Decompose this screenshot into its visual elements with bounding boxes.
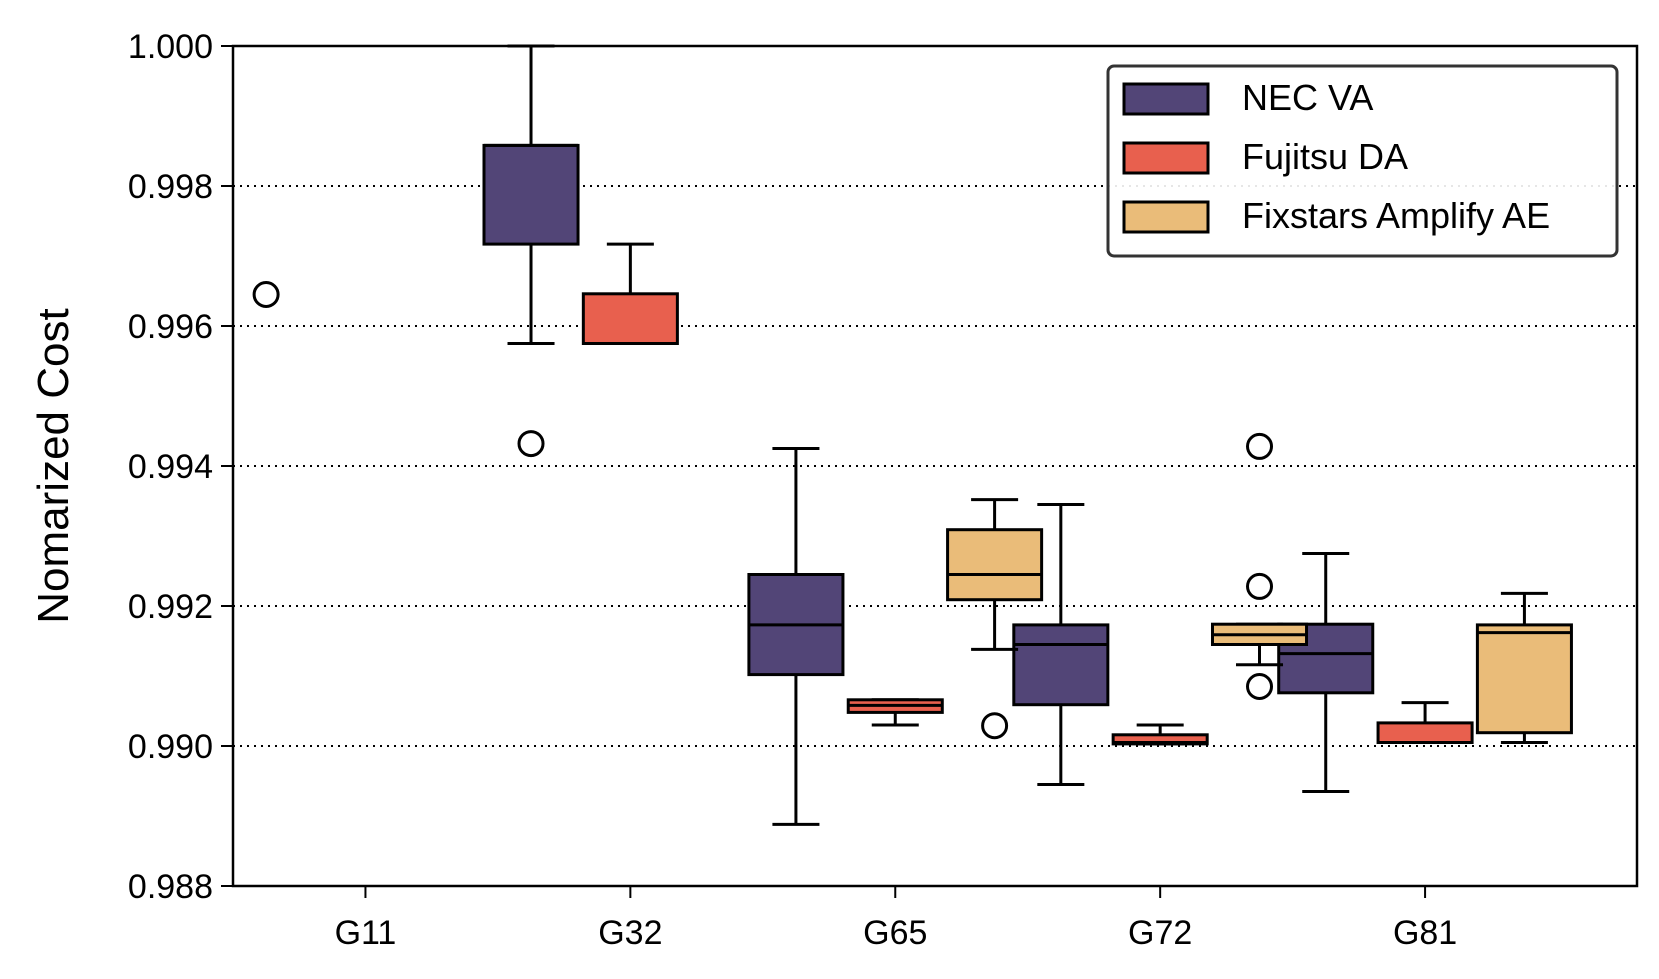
x-tick-label: G65 (863, 914, 927, 952)
y-axis-label: Nomarized Cost (29, 308, 78, 623)
y-tick-label: 0.988 (128, 868, 213, 906)
axes: 0.988 0.990 0.992 0.994 0.996 0.998 1.000 G11 G3… (128, 28, 1639, 952)
box-g81 (1376, 721, 1474, 745)
x-tick-label: G32 (598, 914, 662, 952)
boxes (252, 44, 1573, 826)
y-tick-label: 0.994 (128, 448, 213, 486)
box-g32 (482, 143, 580, 246)
y-tick-label: 0.990 (128, 728, 213, 766)
legend-swatch (1122, 141, 1210, 175)
y-tick-label: 0.992 (128, 588, 213, 626)
box-g65 (946, 528, 1044, 602)
box-g81 (1475, 623, 1573, 735)
gridlines (233, 185, 1637, 747)
outlier-point (252, 281, 280, 308)
plot-frame (231, 44, 1639, 888)
outlier-point (981, 712, 1009, 740)
y-tick-label: 0.996 (128, 308, 213, 346)
outlier-point (517, 430, 545, 458)
outlier-point (1246, 673, 1274, 700)
legend-swatch (1122, 200, 1210, 234)
y-tick-label: 0.998 (128, 168, 213, 206)
legend-label: NEC VA (1242, 77, 1373, 118)
x-tick-label: G81 (1393, 914, 1457, 952)
box-g72 (1012, 623, 1110, 707)
legend: NEC VA Fujitsu DA Fixstars Amplify AE (1106, 64, 1619, 258)
outlier-point (1246, 572, 1274, 600)
x-tick-label: G11 (335, 914, 397, 952)
box-g32 (581, 292, 679, 345)
y-tick-label: 1.000 (128, 28, 213, 66)
legend-frame (1106, 64, 1619, 258)
legend-swatch (1122, 82, 1210, 116)
x-tick-label: G72 (1128, 914, 1192, 952)
legend-label: Fixstars Amplify AE (1242, 195, 1550, 236)
legend-label: Fujitsu DA (1242, 136, 1408, 177)
outlier-point (1246, 432, 1274, 460)
